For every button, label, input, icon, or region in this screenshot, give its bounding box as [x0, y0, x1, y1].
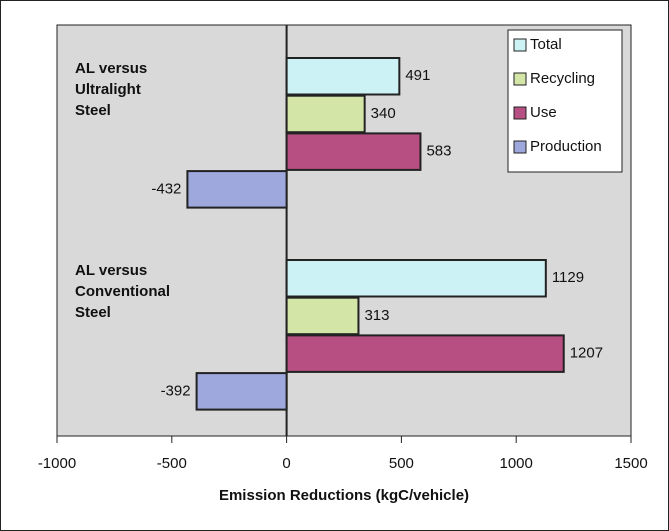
legend-swatch	[513, 106, 527, 120]
bar	[285, 57, 401, 96]
x-tick-label: 500	[389, 455, 414, 472]
legend-swatch	[513, 38, 527, 52]
bar	[285, 334, 565, 373]
bar	[285, 296, 360, 336]
legend-label: Recycling	[530, 70, 595, 87]
legend-label: Use	[530, 104, 557, 121]
category-label: AL versus Ultralight Steel	[75, 60, 148, 119]
category-label: AL versus Conventional Steel	[75, 262, 171, 321]
value-label: 340	[371, 105, 396, 122]
x-tick-label: -1000	[38, 455, 76, 472]
legend-swatch	[513, 72, 527, 86]
legend-label: Total	[530, 36, 562, 53]
x-tick-label: 1000	[500, 455, 533, 472]
bar	[285, 132, 422, 171]
bar	[285, 94, 366, 134]
value-label: 491	[405, 67, 430, 84]
value-label: -432	[151, 180, 181, 197]
x-tick-label: 1500	[614, 455, 647, 472]
legend-label: Production	[530, 138, 602, 155]
value-label: 1207	[570, 345, 603, 362]
x-tick-label: 0	[282, 455, 290, 472]
x-axis-label: Emission Reductions (kgC/vehicle)	[219, 487, 469, 504]
bar	[186, 170, 288, 209]
value-label: -392	[161, 382, 191, 399]
value-label: 583	[426, 143, 451, 160]
value-label: 313	[364, 307, 389, 324]
value-label: 1129	[552, 269, 584, 286]
legend-swatch	[513, 140, 527, 154]
bar	[285, 259, 547, 298]
legend-box	[507, 29, 623, 173]
x-tick-label: -500	[157, 455, 187, 472]
bar	[195, 372, 288, 411]
